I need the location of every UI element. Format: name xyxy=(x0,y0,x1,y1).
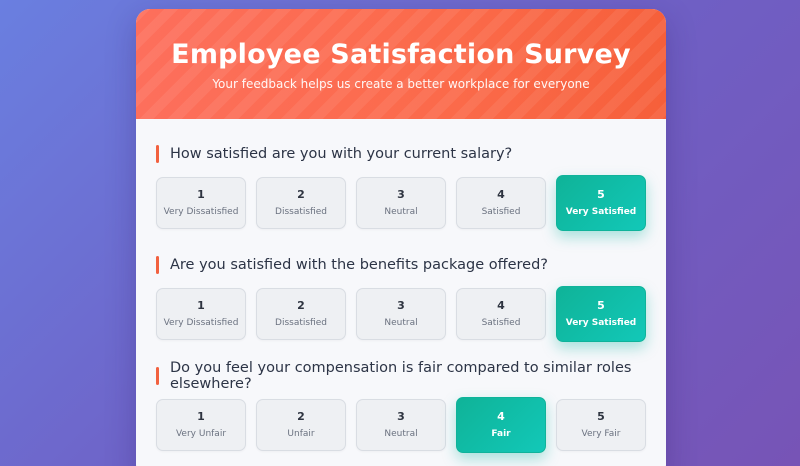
rating-label: Unfair xyxy=(287,429,315,439)
question-benefits: Are you satisfied with the benefits pack… xyxy=(156,256,646,342)
rating-label: Very Dissatisfied xyxy=(163,207,239,217)
rating-label: Very Satisfied xyxy=(565,318,637,328)
rating-label: Fair xyxy=(491,429,511,439)
rating-options: 1 Very Unfair 2 Unfair 3 Neutral 4 Fair … xyxy=(156,397,646,453)
question-title: How satisfied are you with your current … xyxy=(156,145,646,163)
rating-option-3[interactable]: 3 Neutral xyxy=(356,177,446,229)
rating-option-4[interactable]: 4 Fair xyxy=(456,397,546,453)
rating-option-3[interactable]: 3 Neutral xyxy=(356,399,446,451)
rating-number: 1 xyxy=(197,188,205,201)
question-salary: How satisfied are you with your current … xyxy=(156,145,646,231)
rating-number: 5 xyxy=(597,188,605,201)
rating-label: Dissatisfied xyxy=(275,318,327,328)
rating-option-4[interactable]: 4 Satisfied xyxy=(456,288,546,340)
rating-option-2[interactable]: 2 Dissatisfied xyxy=(256,177,346,229)
rating-option-2[interactable]: 2 Unfair xyxy=(256,399,346,451)
question-accent-bar xyxy=(156,145,159,163)
question-text: How satisfied are you with your current … xyxy=(170,146,513,162)
rating-options: 1 Very Dissatisfied 2 Dissatisfied 3 Neu… xyxy=(156,175,646,231)
rating-option-4[interactable]: 4 Satisfied xyxy=(456,177,546,229)
rating-number: 4 xyxy=(497,299,505,312)
rating-number: 2 xyxy=(297,299,305,312)
rating-option-5[interactable]: 5 Very Satisfied xyxy=(556,175,646,231)
question-title: Do you feel your compensation is fair co… xyxy=(156,360,646,392)
rating-number: 1 xyxy=(197,299,205,312)
rating-option-5[interactable]: 5 Very Fair xyxy=(556,399,646,451)
rating-number: 3 xyxy=(397,410,405,423)
survey-header: Employee Satisfaction Survey Your feedba… xyxy=(136,9,666,119)
rating-option-2[interactable]: 2 Dissatisfied xyxy=(256,288,346,340)
rating-number: 2 xyxy=(297,188,305,201)
rating-label: Very Satisfied xyxy=(565,207,637,217)
rating-number: 2 xyxy=(297,410,305,423)
rating-option-1[interactable]: 1 Very Dissatisfied xyxy=(156,177,246,229)
rating-option-5[interactable]: 5 Very Satisfied xyxy=(556,286,646,342)
survey-subtitle: Your feedback helps us create a better w… xyxy=(212,77,590,91)
question-text: Are you satisfied with the benefits pack… xyxy=(170,257,548,273)
rating-label: Very Unfair xyxy=(175,429,227,439)
rating-label: Very Fair xyxy=(581,429,621,439)
rating-option-3[interactable]: 3 Neutral xyxy=(356,288,446,340)
rating-label: Neutral xyxy=(384,318,418,328)
question-accent-bar xyxy=(156,367,159,385)
rating-option-1[interactable]: 1 Very Dissatisfied xyxy=(156,288,246,340)
rating-number: 5 xyxy=(597,410,605,423)
rating-number: 4 xyxy=(497,188,505,201)
rating-number: 3 xyxy=(397,299,405,312)
question-text: Do you feel your compensation is fair co… xyxy=(170,360,632,392)
rating-label: Satisfied xyxy=(481,318,521,328)
rating-options: 1 Very Dissatisfied 2 Dissatisfied 3 Neu… xyxy=(156,286,646,342)
rating-label: Neutral xyxy=(384,207,418,217)
rating-label: Dissatisfied xyxy=(275,207,327,217)
rating-number: 4 xyxy=(497,410,505,423)
question-accent-bar xyxy=(156,256,159,274)
question-compensation: Do you feel your compensation is fair co… xyxy=(156,360,646,453)
rating-label: Satisfied xyxy=(481,207,521,217)
question-title: Are you satisfied with the benefits pack… xyxy=(156,256,646,274)
rating-number: 5 xyxy=(597,299,605,312)
rating-number: 3 xyxy=(397,188,405,201)
rating-option-1[interactable]: 1 Very Unfair xyxy=(156,399,246,451)
rating-label: Neutral xyxy=(384,429,418,439)
survey-title: Employee Satisfaction Survey xyxy=(171,39,631,70)
rating-number: 1 xyxy=(197,410,205,423)
survey-card: Employee Satisfaction Survey Your feedba… xyxy=(136,9,666,466)
rating-label: Very Dissatisfied xyxy=(163,318,239,328)
